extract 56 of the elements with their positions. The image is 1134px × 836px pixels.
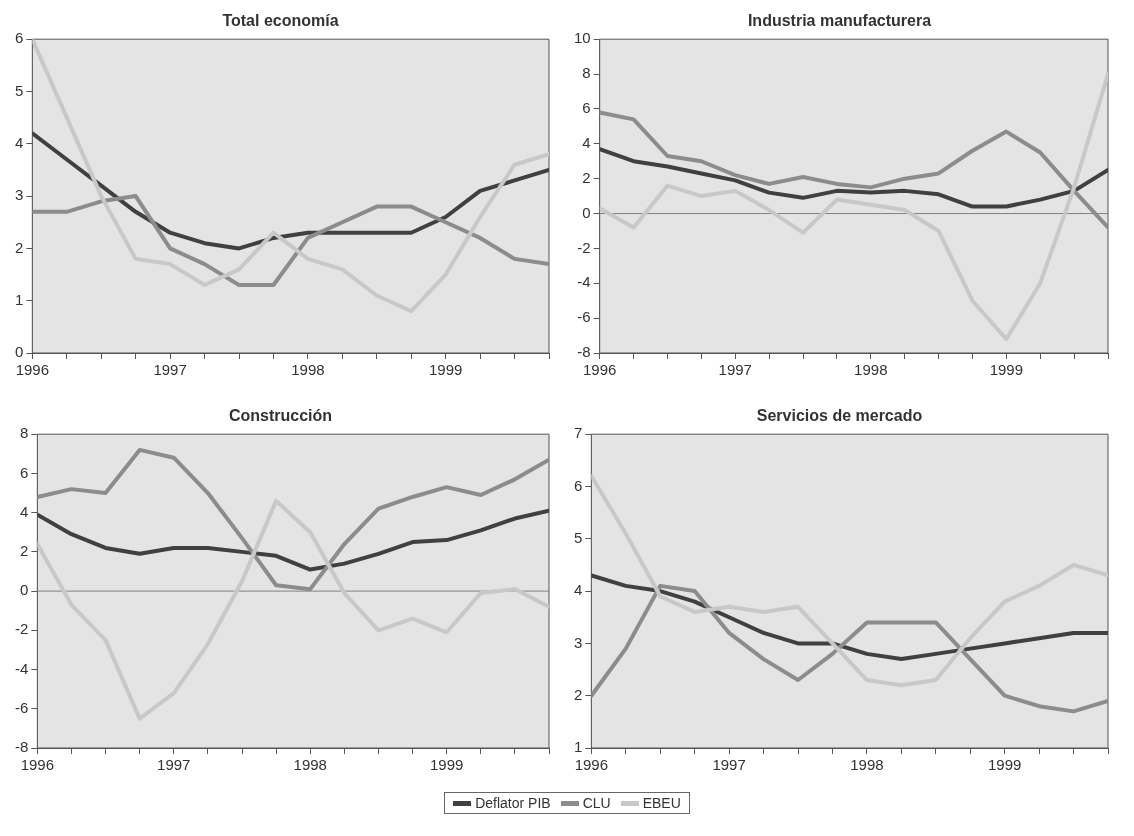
x-tick-label: 1997: [153, 361, 187, 379]
y-tick-label: 5: [15, 81, 24, 99]
x-tick-label: 1997: [157, 756, 191, 774]
y-tick-label: 5: [574, 528, 583, 546]
x-tick-label: 1996: [583, 361, 617, 379]
x-tick-label: 1997: [712, 756, 746, 774]
legend-label: Deflator PIB: [475, 795, 551, 811]
y-tick-label: -2: [577, 238, 591, 256]
y-tick-label: 4: [19, 502, 29, 520]
y-tick-label: 8: [582, 64, 591, 82]
x-tick-label: 1999: [429, 756, 464, 774]
y-tick-label: 0: [15, 343, 24, 361]
y-tick-label: 6: [19, 463, 29, 481]
y-tick-label: 10: [574, 29, 591, 47]
y-tick-label: 2: [15, 238, 24, 256]
y-tick-label: -6: [14, 698, 29, 716]
y-tick-label: 0: [582, 203, 591, 221]
chart-title: Servicios de mercado: [756, 407, 923, 425]
chart-title: Total economía: [222, 12, 339, 30]
x-tick-label: 1996: [20, 756, 55, 774]
y-tick-label: 8: [19, 424, 29, 442]
y-tick-label: -8: [14, 738, 29, 756]
y-tick-label: 0: [19, 581, 29, 599]
x-tick-label: 1999: [989, 361, 1024, 379]
y-tick-label: 2: [19, 542, 29, 560]
x-tick-label: 1998: [291, 361, 325, 379]
y-tick-label: -6: [577, 308, 591, 326]
y-tick-label: -4: [577, 273, 591, 291]
x-tick-label: 1999: [987, 756, 1022, 774]
x-tick-label: 1998: [850, 756, 884, 774]
y-tick-label: 3: [574, 633, 583, 651]
x-tick-label: 1999: [428, 361, 463, 379]
y-tick-label: 1: [574, 738, 583, 756]
y-tick-label: 6: [15, 29, 24, 47]
y-tick-label: 4: [582, 133, 591, 151]
x-tick-label: 1998: [854, 361, 888, 379]
y-tick-label: 7: [574, 424, 583, 442]
chart-title: Industria manufacturera: [747, 12, 932, 30]
y-tick-label: 4: [574, 581, 583, 599]
y-tick-label: 1: [15, 290, 24, 308]
y-tick-label: -4: [14, 659, 29, 677]
x-tick-label: 1997: [718, 361, 752, 379]
x-tick-label: 1996: [574, 756, 609, 774]
y-tick-label: 3: [15, 186, 24, 204]
y-tick-label: -2: [14, 620, 29, 638]
x-tick-label: 1996: [15, 361, 50, 379]
legend-label: EBEU: [642, 795, 681, 811]
legend-label: CLU: [582, 795, 611, 811]
chart-title: Construcción: [228, 407, 333, 425]
y-tick-label: 6: [582, 99, 591, 117]
x-tick-label: 1998: [293, 756, 327, 774]
y-tick-label: -8: [577, 343, 591, 361]
y-tick-label: 4: [15, 133, 24, 151]
y-tick-label: 6: [574, 476, 583, 494]
y-tick-label: 2: [582, 168, 591, 186]
y-tick-label: 2: [574, 685, 583, 703]
